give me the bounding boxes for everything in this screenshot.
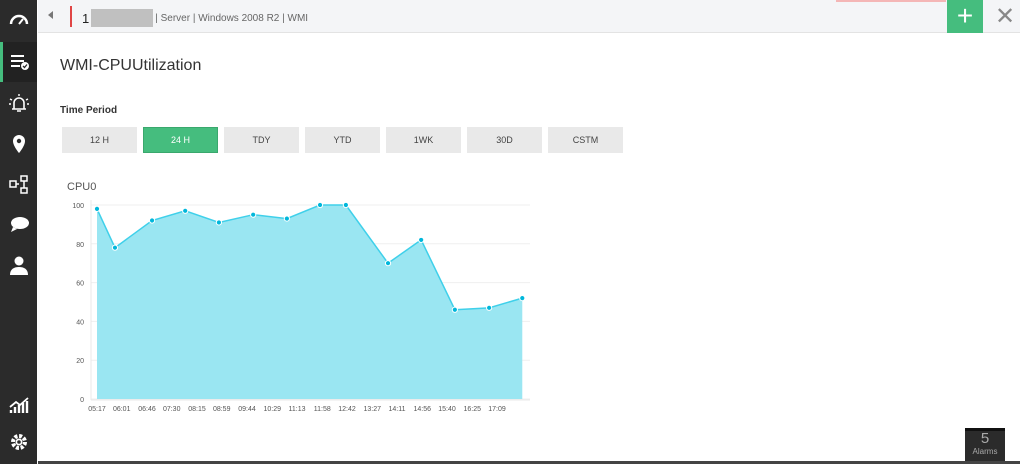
x-tick-label: 12:42 [338, 406, 356, 413]
x-tick-label: 08:15 [188, 406, 206, 413]
redacted-device-name [91, 9, 154, 27]
y-tick-label: 40 [76, 319, 84, 326]
y-tick-label: 20 [76, 358, 84, 365]
x-tick-label: 14:56 [414, 406, 432, 413]
x-tick-label: 07:30 [163, 406, 181, 413]
chat-icon [10, 217, 29, 232]
series-line [96, 204, 523, 311]
data-point [486, 304, 493, 311]
data-point [342, 201, 349, 209]
x-tick-label: 08:59 [213, 406, 231, 413]
time-period-label: Time Period [60, 105, 118, 116]
alarm-label: Alarms [972, 447, 998, 456]
data-point [250, 211, 257, 218]
period-button-12h[interactable]: 12 H [62, 127, 137, 153]
data-point [519, 295, 526, 302]
data-point [111, 244, 119, 251]
sidebar-item-inventory-check[interactable] [0, 42, 37, 82]
sidebar-item-map-pin[interactable] [0, 124, 37, 164]
close-button[interactable]: ✕ [994, 3, 1016, 30]
sidebar [0, 0, 37, 464]
add-button[interactable]: + [947, 0, 983, 33]
alarm-icon [8, 94, 29, 112]
x-tick-label: 10:29 [264, 406, 282, 413]
inventory-check-icon [11, 55, 29, 70]
x-tick-label: 06:01 [113, 406, 131, 413]
time-period-buttons: 12 H 24 H TDY YTD 1WK 30D CSTM [62, 127, 623, 153]
x-tick-label: 15:40 [438, 406, 456, 413]
x-tick-label: 13:27 [364, 406, 382, 413]
y-tick-label: 0 [80, 397, 84, 404]
alarm-count: 5 [980, 430, 990, 447]
settings-icon [10, 434, 27, 450]
period-button-24h[interactable]: 24 H [143, 127, 218, 153]
workflow-icon [8, 175, 28, 194]
reports-icon [8, 397, 29, 413]
y-tick-label: 60 [76, 281, 84, 288]
period-button-cstm[interactable]: CSTM [548, 127, 623, 153]
dashboard-icon [9, 14, 28, 25]
data-point [451, 306, 458, 313]
status-indicator [70, 6, 72, 27]
sidebar-item-alarm[interactable] [0, 84, 37, 124]
x-tick-label: 16:25 [464, 406, 482, 413]
device-details: | Server | Windows 2008 R2 | WMI [155, 12, 309, 24]
y-tick-label: 100 [72, 203, 84, 210]
top-bar: 1 | Server | Windows 2008 R2 | WMI + ✕ [38, 0, 1020, 33]
x-tick-label: 09:44 [238, 406, 256, 413]
data-point [182, 207, 189, 214]
data-point [148, 217, 156, 224]
series-area [97, 205, 523, 399]
x-tick-label: 05:17 [88, 406, 106, 413]
bottom-border [38, 461, 1020, 464]
sidebar-item-reports[interactable] [0, 385, 37, 425]
sidebar-item-dashboard[interactable] [0, 0, 37, 40]
y-tick-label: 80 [76, 242, 84, 249]
sidebar-item-workflow[interactable] [0, 165, 37, 205]
user-icon [9, 256, 28, 275]
period-button-tdy[interactable]: TDY [224, 127, 299, 153]
data-point [283, 215, 290, 222]
map-pin-icon [12, 135, 25, 153]
data-point [215, 219, 223, 226]
data-point [316, 201, 324, 209]
page-title: WMI-CPUUtilization [60, 57, 202, 74]
breadcrumb: 1 | Server | Windows 2008 R2 | WMI [82, 9, 308, 27]
x-tick-label: 11:13 [289, 406, 306, 413]
sidebar-item-user[interactable] [0, 246, 37, 286]
device-name: 1 [82, 10, 90, 26]
data-point [384, 260, 392, 267]
x-tick-label: 11:58 [314, 406, 331, 413]
sidebar-item-settings[interactable] [0, 422, 37, 462]
sidebar-item-chat[interactable] [0, 205, 37, 245]
alarms-button[interactable]: 5 Alarms [965, 428, 1005, 464]
back-arrow-icon[interactable] [48, 11, 53, 19]
period-button-1wk[interactable]: 1WK [386, 127, 461, 153]
period-button-ytd[interactable]: YTD [305, 127, 380, 153]
chart-title: CPU0 [67, 181, 96, 193]
x-tick-label: 17:09 [488, 406, 506, 413]
notification-bar [836, 0, 946, 2]
x-tick-label: 14:11 [389, 406, 406, 413]
x-tick-label: 06:46 [138, 406, 156, 413]
data-point [93, 205, 101, 212]
data-point [418, 236, 425, 244]
period-button-30d[interactable]: 30D [467, 127, 542, 153]
